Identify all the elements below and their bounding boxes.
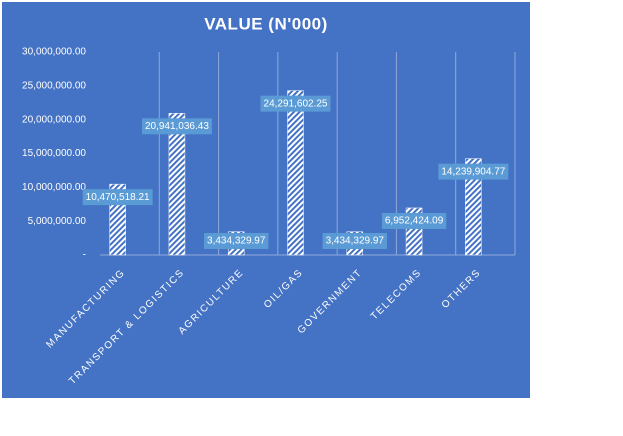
y-tick-label: - — [83, 250, 86, 261]
y-tick-label: 10,000,000.00 — [22, 182, 86, 193]
data-label: 10,470,518.21 — [82, 189, 153, 206]
bar — [465, 158, 482, 256]
data-label-box — [322, 233, 387, 249]
data-label-box — [438, 163, 509, 180]
data-label-text: 3,434,329.97 — [326, 236, 385, 247]
data-label-box — [381, 212, 447, 229]
y-tick-label: 15,000,000.00 — [22, 148, 86, 159]
data-label: 14,239,904.77 — [438, 163, 509, 180]
y-tick-label: 5,000,000.00 — [28, 216, 87, 227]
data-label: 6,952,424.09 — [381, 212, 447, 229]
data-label: 24,291,602.25 — [260, 95, 331, 112]
y-tick-label: 30,000,000.00 — [22, 47, 86, 58]
data-label-text: 6,952,424.09 — [385, 216, 444, 227]
data-label: 3,434,329.97 — [204, 233, 269, 249]
data-label-text: 20,941,036.43 — [145, 121, 209, 132]
bar — [287, 90, 304, 256]
data-label-text: 3,434,329.97 — [207, 236, 266, 247]
data-label-text: 24,291,602.25 — [264, 98, 328, 109]
data-label-box — [204, 233, 269, 249]
y-tick-label: 25,000,000.00 — [22, 80, 86, 91]
bar — [168, 113, 186, 256]
data-label-text: 10,470,518.21 — [86, 192, 150, 203]
y-tick-label: 20,000,000.00 — [22, 114, 86, 125]
data-label: 3,434,329.97 — [322, 233, 387, 249]
data-label-box — [260, 95, 331, 112]
chart-background — [2, 2, 530, 398]
data-label-box — [141, 118, 212, 135]
data-label: 20,941,036.43 — [141, 118, 212, 135]
chart-title: VALUE (N'000) — [204, 14, 328, 33]
data-label-text: 14,239,904.77 — [441, 166, 505, 177]
data-label-box — [82, 189, 153, 206]
